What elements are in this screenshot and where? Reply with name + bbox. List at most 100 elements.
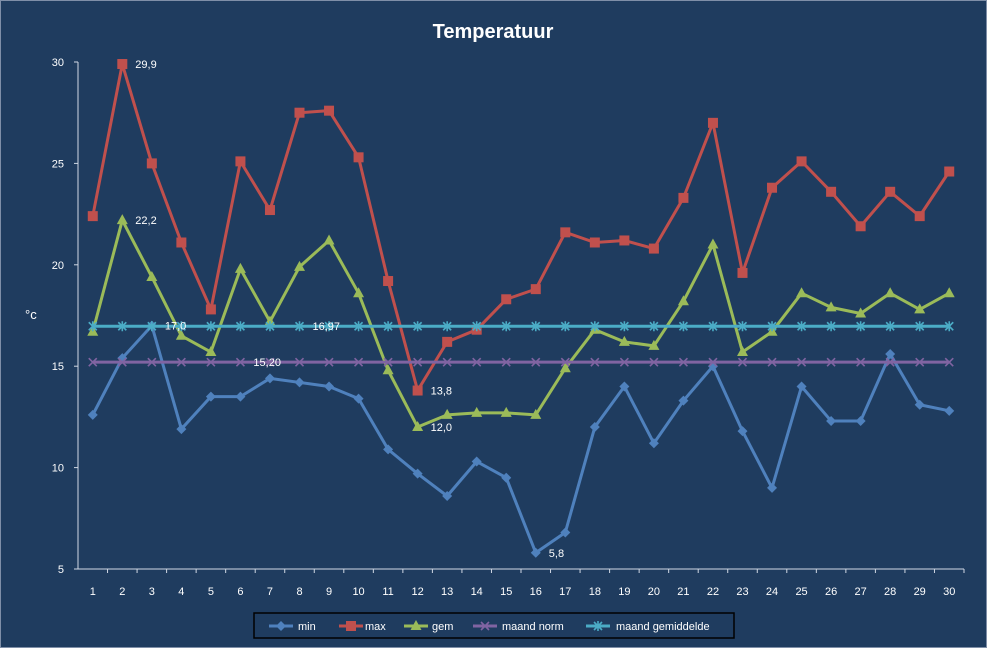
data-point-maand-gemiddelde: [501, 321, 511, 332]
data-point-gem: [559, 362, 571, 373]
legend-marker: [593, 621, 603, 631]
data-point-gem: [205, 346, 217, 357]
data-point-maand-norm: [88, 357, 98, 367]
data-point-maand-gemiddelde: [531, 321, 541, 332]
data-point-maand-gemiddelde: [383, 321, 393, 332]
data-point-max: [560, 227, 571, 238]
legend: min max gem maand norm maand gemiddelde: [253, 612, 735, 639]
data-point-min: [648, 438, 659, 449]
data-point-min: [235, 391, 246, 402]
legend-marker: [346, 621, 356, 631]
x-tick-label: 17: [559, 586, 571, 598]
x-tick-label: 15: [500, 586, 512, 598]
x-tick-label: 19: [618, 586, 630, 598]
data-point-min: [560, 527, 571, 538]
data-label: 16,97: [313, 321, 341, 333]
series-line-min: [91, 324, 950, 555]
data-point-gem: [471, 406, 483, 417]
x-tick-label: 21: [677, 586, 689, 598]
data-point-max: [264, 205, 275, 216]
y-axis-ticks: 5 10 15 20 25 30: [52, 57, 78, 576]
data-point-maand-gemiddelde: [619, 321, 629, 332]
data-point-maand-gemiddelde: [826, 321, 836, 332]
series-min: [87, 320, 955, 558]
data-point-maand-gemiddelde: [944, 321, 954, 332]
data-point-maand-norm: [885, 357, 895, 367]
data-point-gem: [618, 335, 630, 346]
data-label: 15,20: [253, 357, 281, 369]
legend-label: min: [298, 621, 316, 633]
data-point-maand-gemiddelde: [354, 321, 364, 332]
data-point-maand-gemiddelde: [235, 321, 245, 332]
data-point-min: [855, 415, 866, 426]
y-axis-label: °c: [25, 307, 37, 322]
data-point-maand-norm: [767, 357, 777, 367]
y-tick-label: 30: [52, 57, 64, 69]
data-point-gem: [530, 408, 542, 419]
data-point-maand-norm: [826, 357, 836, 367]
legend-label: maand norm: [502, 621, 564, 633]
x-tick-label: 1: [90, 586, 96, 598]
series-line-gem: [91, 218, 950, 429]
data-point-maand-norm: [176, 357, 186, 367]
data-point-min: [737, 426, 748, 437]
data-point-min: [678, 395, 689, 406]
data-point-gem: [825, 301, 837, 312]
data-point-max: [737, 267, 748, 278]
data-point-gem: [500, 406, 512, 417]
data-point-gem: [146, 270, 158, 281]
data-point-min: [87, 409, 98, 420]
data-label: 13,8: [431, 386, 452, 398]
data-point-gem: [294, 260, 305, 271]
data-point-max: [442, 336, 453, 347]
data-point-gem: [914, 303, 926, 314]
data-point-min: [589, 422, 600, 433]
x-tick-label: 27: [855, 586, 867, 598]
legend-box: [253, 612, 735, 639]
data-point-maand-norm: [531, 357, 541, 367]
data-point-max: [855, 221, 866, 232]
data-point-maand-norm: [856, 357, 866, 367]
data-point-gem: [116, 214, 128, 225]
data-point-min: [471, 456, 482, 467]
data-point-gem: [441, 408, 453, 419]
data-point-maand-norm: [797, 357, 807, 367]
x-tick-label: 24: [766, 586, 778, 598]
x-tick-label: 18: [589, 586, 601, 598]
data-point-max: [885, 186, 896, 197]
data-point-maand-gemiddelde: [708, 321, 718, 332]
data-point-maand-norm: [206, 357, 216, 367]
y-tick-label: 5: [58, 564, 64, 576]
data-point-maand-gemiddelde: [472, 321, 482, 332]
x-tick-label: 3: [149, 586, 155, 598]
data-point-gem: [648, 339, 660, 350]
data-point-maand-norm: [678, 357, 688, 367]
data-point-maand-gemiddelde: [176, 321, 186, 332]
data-point-gem: [234, 262, 246, 273]
data-point-maand-norm: [383, 357, 393, 367]
data-point-maand-norm: [117, 357, 127, 367]
data-point-min: [501, 472, 512, 483]
data-point-maand-norm: [590, 357, 600, 367]
data-point-gem: [323, 234, 335, 245]
x-tick-label: 12: [412, 586, 424, 598]
x-tick-label: 7: [267, 586, 273, 598]
data-point-maand-gemiddelde: [737, 321, 748, 332]
data-point-min: [442, 490, 453, 501]
y-tick-label: 25: [52, 158, 64, 170]
data-point-max: [205, 304, 216, 315]
x-tick-label: 29: [914, 586, 926, 598]
data-point-gem: [707, 238, 719, 249]
data-point-min: [383, 444, 394, 455]
data-point-min: [914, 399, 925, 410]
x-tick-label: 6: [237, 586, 243, 598]
data-point-min: [324, 381, 335, 392]
data-point-gem: [353, 287, 365, 298]
x-tick-label: 9: [326, 586, 332, 598]
data-point-gem: [737, 346, 748, 357]
data-point-max: [176, 237, 187, 248]
legend-label: maand gemiddelde: [616, 621, 710, 633]
data-point-maand-norm: [501, 357, 511, 367]
